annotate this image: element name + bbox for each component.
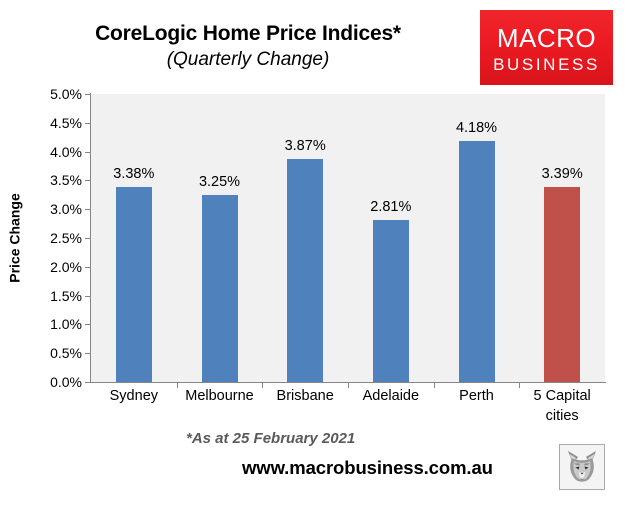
website-url: www.macrobusiness.com.au <box>242 457 493 478</box>
chart-header: CoreLogic Home Price Indices* (Quarterly… <box>18 22 478 72</box>
fox-head-glyph <box>560 445 604 489</box>
y-axis-tick-label: 5.0% <box>50 86 82 102</box>
bar-value-label: 3.39% <box>541 165 583 182</box>
plot-area <box>91 94 605 382</box>
macrobusiness-logo: MACRO BUSINESS <box>480 10 613 85</box>
y-axis-ticks: 5.0% 4.5% 4.0% 3.5% 3.0% 2.5% 2.0% 1.5% 1.0% 0.5%… <box>26 86 84 390</box>
footnote: *As at 25 February 2021 <box>186 430 356 447</box>
bar-value-label: 3.38% <box>113 166 155 183</box>
x-axis-tick-mark <box>176 383 178 388</box>
y-axis-line <box>90 93 91 383</box>
y-axis-tick-label: 2.0% <box>50 258 82 275</box>
y-axis-tick-mark <box>85 324 90 326</box>
y-axis-tick-mark <box>85 266 90 268</box>
y-axis-tick-label: 0.5% <box>50 345 82 362</box>
bar-value-label: 2.81% <box>370 199 412 216</box>
x-axis-category-label: Melbourne <box>185 388 254 404</box>
chart-subtitle: (Quarterly Change) <box>166 49 330 71</box>
y-axis-tick-label: 3.0% <box>50 201 82 218</box>
x-axis-tick-mark <box>433 383 435 388</box>
logo-line-macro: MACRO <box>496 22 597 53</box>
y-axis-tick-mark <box>85 382 90 383</box>
y-axis-tick-label: 3.5% <box>50 172 82 189</box>
bar-5-capital-cities[interactable] <box>544 186 581 382</box>
y-axis-title-text: Price Change <box>7 193 24 283</box>
x-axis-line <box>90 382 606 383</box>
y-axis-tick-mark <box>85 94 90 95</box>
x-axis-tick-mark <box>262 383 264 388</box>
bar-brisbane[interactable] <box>287 159 324 382</box>
y-axis-tick-label: 0.0% <box>50 374 82 390</box>
bar-value-label: 3.87% <box>284 138 326 155</box>
y-axis-tick-mark <box>85 122 90 124</box>
x-axis-tick-mark <box>348 383 349 388</box>
fox-head-icon <box>559 444 605 490</box>
y-axis-tick-label: 2.5% <box>50 230 82 246</box>
x-axis-category-label: Adelaide <box>362 388 420 404</box>
y-axis-tick-mark <box>85 209 90 211</box>
bar-value-label: 3.25% <box>198 173 241 190</box>
y-axis-tick-mark <box>85 295 90 297</box>
y-axis-tick-label: 1.5% <box>50 287 82 304</box>
x-axis-category-label: Brisbane <box>276 388 334 404</box>
bar-melbourne[interactable] <box>201 194 238 382</box>
logo-line-business: BUSINESS <box>493 54 600 74</box>
bar-perth[interactable] <box>458 141 495 382</box>
y-axis-tick-label: 4.0% <box>50 143 82 160</box>
x-axis-category-label: Perth <box>459 388 494 404</box>
x-axis-labels: Sydney Melbourne Brisbane Adelaide Perth 5 Ca… <box>91 387 605 435</box>
y-axis-tick-label: 1.0% <box>50 316 82 333</box>
bar-sydney[interactable] <box>115 187 152 382</box>
y-axis-title: Price Change <box>4 94 26 382</box>
x-axis-category-label: 5 Capital cities <box>533 388 591 424</box>
y-axis-tick-mark <box>85 353 90 355</box>
bar-value-label: 4.18% <box>455 120 498 137</box>
y-axis-tick-mark <box>85 238 90 239</box>
bar-adelaide[interactable] <box>372 220 409 382</box>
bars-layer: 3.38% 3.25% 3.87% 2.81% 4.18% 3.39% <box>91 94 605 382</box>
x-axis-tick-mark <box>519 383 521 388</box>
y-axis-tick-mark <box>85 151 90 153</box>
page-title: CoreLogic Home Price Indices* <box>95 22 401 45</box>
y-axis-tick-label: 4.5% <box>50 114 82 131</box>
y-axis-tick-mark <box>85 180 90 182</box>
x-axis-category-label: Sydney <box>109 388 159 404</box>
